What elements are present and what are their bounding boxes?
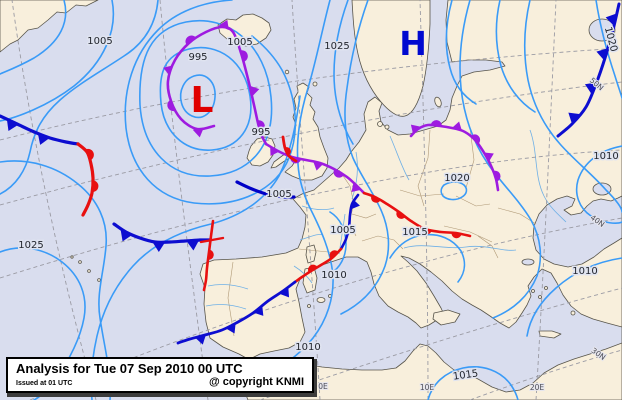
aegean-island <box>531 289 535 293</box>
sea-layer <box>239 18 622 393</box>
grid-label: 20E <box>530 383 545 392</box>
aegean-island <box>538 295 542 299</box>
isobar-label: 1010 <box>321 270 346 281</box>
majorca <box>316 297 326 303</box>
azores-island <box>87 269 91 273</box>
isobar-label: 1005 <box>227 37 252 48</box>
azores-island <box>78 260 82 264</box>
grid-label: 0E <box>318 382 328 391</box>
warm-atlantic-front <box>76 142 99 217</box>
isobar-label: 995 <box>251 127 270 138</box>
fronts-layer <box>0 2 621 345</box>
isobar-label: 1010 <box>572 266 597 277</box>
grid-label: 10E <box>420 383 435 392</box>
scandinavia-coast <box>351 0 431 117</box>
aegean-island <box>544 286 548 290</box>
pressure-center-L: L <box>191 80 214 121</box>
corsica <box>305 244 317 264</box>
cold-atlantic-north-front <box>0 114 80 146</box>
isobar-label: 995 <box>188 52 207 63</box>
danish-isle <box>377 121 383 127</box>
rhodes <box>570 310 576 316</box>
issued-time: Issued at 01 UTC <box>16 380 73 387</box>
greenland-coast <box>0 0 99 53</box>
front-fragment-uk-front <box>281 135 298 163</box>
cold-northeast-front <box>556 2 621 138</box>
sicily <box>432 309 461 326</box>
cold-iberia-front <box>176 280 297 345</box>
iceland-coast <box>217 13 272 47</box>
shetland-islands <box>312 81 318 87</box>
warm-central-europe-front <box>362 191 472 239</box>
ibiza <box>307 304 311 308</box>
sea-of-azov <box>592 182 612 196</box>
azores-island <box>97 278 101 282</box>
copyright-notice: @ copyright KNMI <box>208 376 304 388</box>
cold-atlantic-south-front <box>112 222 212 252</box>
pressure-centers-layer: HL <box>191 24 427 121</box>
trough-channel-front <box>235 180 296 199</box>
analysis-title: Analysis for Tue 07 Sep 2010 00 UTC <box>16 361 243 376</box>
azores-island <box>70 255 74 259</box>
warm-spain-ne-front <box>293 247 343 284</box>
isobar-label: 1015 <box>402 227 427 238</box>
sea-of-marmara <box>521 258 535 266</box>
isobar-label: 1015 <box>452 368 479 382</box>
gotland <box>434 96 442 108</box>
isobar-label: 1005 <box>87 36 112 47</box>
mediterranean-sea <box>239 255 622 393</box>
isobar-label: 1005 <box>330 225 355 236</box>
frontolysis-spain-front <box>202 219 215 292</box>
cold-france-front <box>339 193 360 251</box>
faroe-islands <box>284 69 290 75</box>
isobar-label: 1010 <box>593 151 618 162</box>
pressure-center-H: H <box>399 24 427 63</box>
occluded-spiral-front <box>163 19 268 146</box>
isobar-label: 1025 <box>18 240 43 251</box>
analysis-title-box: Analysis for Tue 07 Sep 2010 00 UTC Issu… <box>6 357 314 393</box>
isobar-label: 1005 <box>266 189 291 200</box>
frontolysis-bar-front <box>199 236 225 244</box>
isobar-label: 1025 <box>324 41 349 52</box>
black-sea <box>532 195 622 268</box>
danish-isle <box>384 124 390 130</box>
occluded-east-europe-front <box>409 120 501 192</box>
isobar-label: 1010 <box>295 342 320 353</box>
isobar-label: 1020 <box>444 173 469 184</box>
